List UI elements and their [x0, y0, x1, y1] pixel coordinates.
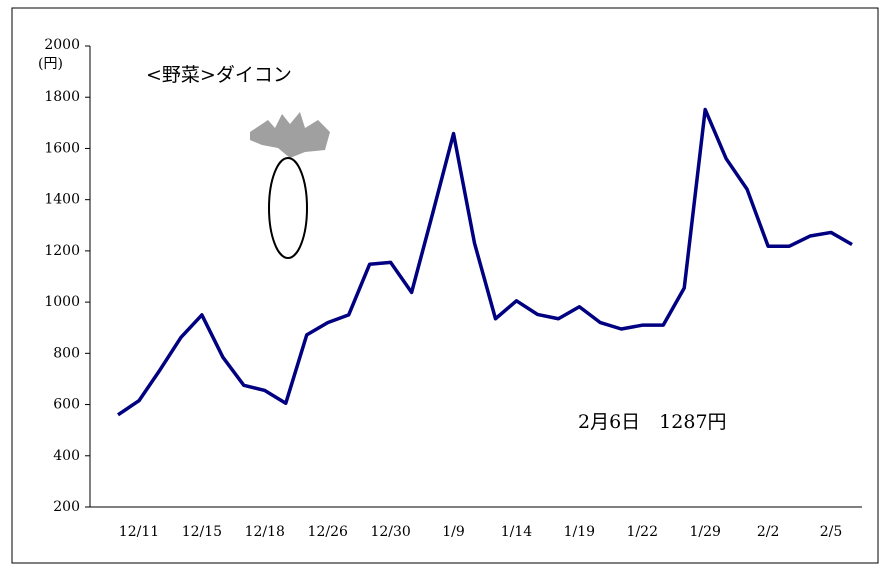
x-tick-label: 12/30: [370, 524, 410, 540]
x-tick-label: 1/9: [442, 524, 465, 540]
x-tick-label: 2/2: [757, 524, 780, 540]
annotation: 2月6日 1287円: [578, 411, 727, 433]
x-tick-label: 12/18: [245, 524, 285, 540]
chart: <野菜>ダイコン (円) 2月6日 1287円 200 400 600 800 1000…: [0, 0, 880, 565]
chart-frame: [12, 8, 878, 563]
x-tick-label: 1/19: [564, 524, 595, 540]
x-tick-label: 1/29: [689, 524, 720, 540]
chart-title: <野菜>ダイコン: [146, 64, 292, 86]
y-tick-label: 800: [53, 345, 80, 361]
y-tick-label: 1200: [44, 243, 80, 259]
y-axis-unit: (円): [38, 56, 63, 72]
y-tick-label: 1800: [44, 89, 80, 105]
y-tick-label: 2000: [44, 37, 80, 53]
x-tick-label: 2/5: [820, 524, 843, 540]
x-tick-label: 12/11: [119, 524, 159, 540]
x-tick-label: 12/26: [308, 524, 348, 540]
y-tick-label: 600: [53, 397, 80, 413]
x-tick-label: 1/14: [501, 524, 533, 540]
y-tick-label: 400: [53, 448, 80, 464]
y-tick-label: 200: [53, 499, 80, 515]
line-series: [118, 110, 852, 415]
y-tick-label: 1400: [44, 192, 80, 208]
y-tick-label: 1000: [44, 294, 80, 310]
y-tick-label: 1600: [44, 140, 80, 156]
radish-icon: [250, 112, 330, 258]
x-tick-label: 1/22: [627, 524, 658, 540]
x-tick-label: 12/15: [182, 524, 222, 540]
